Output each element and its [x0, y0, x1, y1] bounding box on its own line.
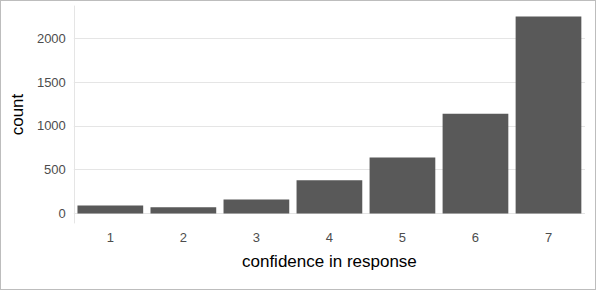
svg-text:4: 4: [326, 230, 333, 245]
svg-text:1500: 1500: [37, 75, 66, 90]
svg-text:5: 5: [399, 230, 406, 245]
svg-text:2: 2: [180, 230, 187, 245]
svg-text:0: 0: [59, 206, 66, 221]
svg-text:2000: 2000: [37, 31, 66, 46]
svg-text:confidence in response: confidence in response: [242, 252, 417, 271]
svg-text:count: count: [8, 93, 27, 135]
svg-text:1000: 1000: [37, 118, 66, 133]
svg-text:1: 1: [107, 230, 114, 245]
svg-text:3: 3: [253, 230, 260, 245]
svg-text:7: 7: [545, 230, 552, 245]
svg-text:6: 6: [472, 230, 479, 245]
svg-text:500: 500: [44, 162, 66, 177]
